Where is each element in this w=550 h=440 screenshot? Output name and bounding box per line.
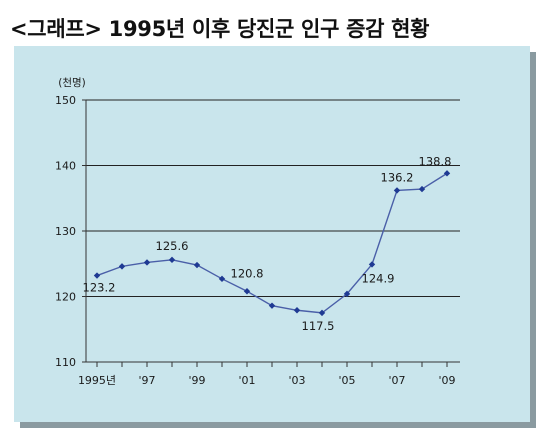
x-tick-label: 1995년 — [78, 374, 116, 387]
data-labels: 123.2 125.6 120.8 117.5 124.9 136.2 138.8 — [83, 154, 452, 333]
data-label: 138.8 — [419, 154, 452, 168]
y-tick-label: 110 — [55, 356, 76, 369]
y-tick-label: 140 — [55, 160, 76, 173]
data-point — [168, 256, 176, 264]
data-point — [318, 309, 326, 317]
data-label: 123.2 — [83, 281, 116, 295]
y-tick-label: 120 — [55, 291, 76, 304]
x-tick-label: '01 — [238, 374, 255, 387]
y-tick-label: 130 — [55, 225, 76, 238]
x-tick-label: '09 — [438, 374, 455, 387]
x-tick-label: '99 — [188, 374, 205, 387]
series-layer — [93, 170, 451, 317]
x-tick-label: '07 — [388, 374, 405, 387]
data-point — [243, 288, 251, 295]
data-point — [93, 272, 101, 279]
data-point — [418, 185, 426, 193]
x-tick-label: '05 — [338, 374, 355, 387]
data-label: 120.8 — [231, 266, 264, 280]
data-point — [343, 290, 351, 298]
chart-title: <그래프> 1995년 이후 당진군 인구 증감 현황 — [10, 17, 430, 41]
data-point — [443, 170, 451, 177]
data-point — [268, 302, 276, 309]
data-label: 125.6 — [156, 239, 189, 253]
data-label: 117.5 — [302, 319, 335, 333]
gridlines — [86, 99, 460, 362]
x-tick-label: '97 — [138, 374, 155, 387]
data-point — [218, 275, 226, 283]
data-point — [393, 187, 401, 194]
data-label: 124.9 — [362, 271, 395, 285]
y-unit-label: (천명) — [58, 77, 86, 89]
y-tick-label: 150 — [55, 94, 76, 107]
data-point — [118, 263, 126, 270]
axes: 110 120 130 140 150 (천명) 1995년 '97 '99 '01 '03 '05 '… — [55, 77, 460, 387]
data-point — [368, 261, 376, 268]
data-point — [143, 259, 151, 266]
data-point — [193, 261, 201, 269]
x-tick-label: '03 — [288, 374, 305, 387]
data-label: 136.2 — [381, 170, 414, 184]
data-point — [293, 307, 301, 314]
